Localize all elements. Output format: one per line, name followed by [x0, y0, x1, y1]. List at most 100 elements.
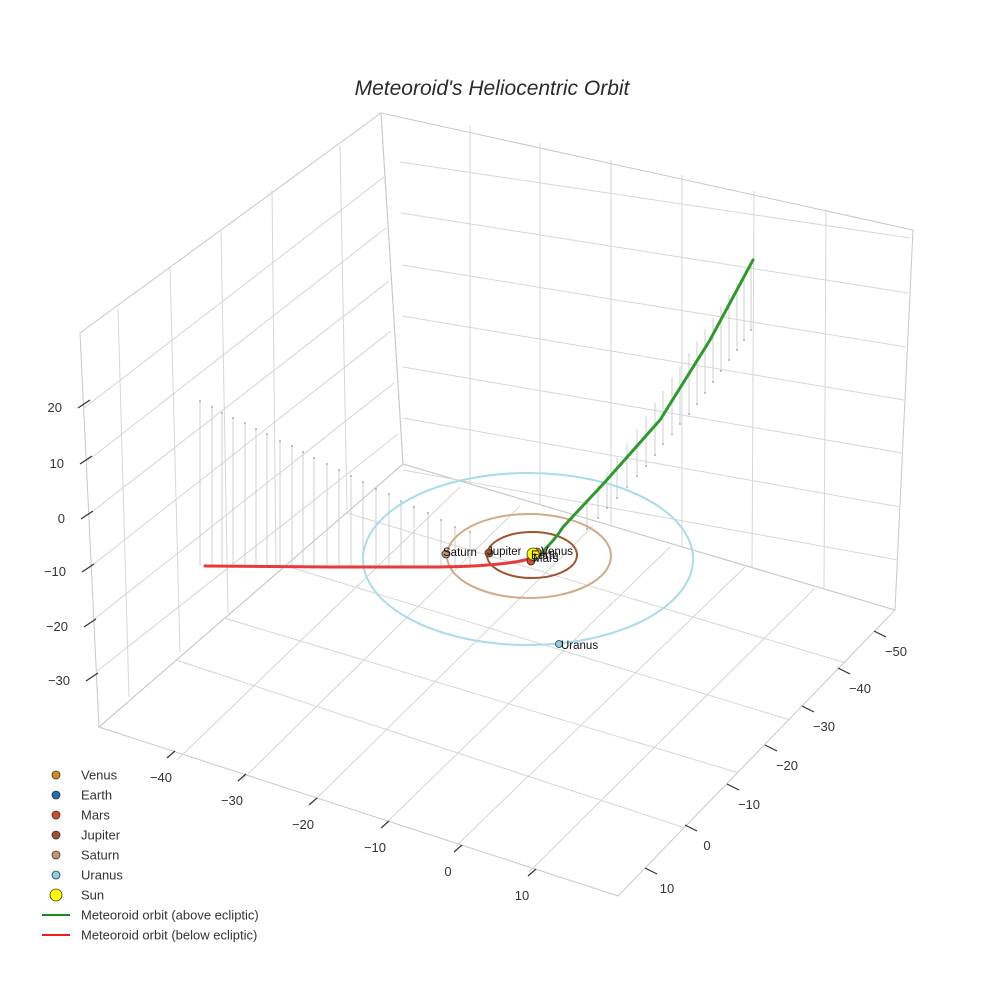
legend-label: Earth: [81, 788, 112, 803]
drop-marker: [244, 422, 246, 424]
body-uranus: [555, 640, 563, 648]
y-tick-mark: [684, 824, 698, 832]
z-tick-mark: [83, 618, 97, 628]
drop-marker: [679, 423, 681, 425]
grid-line-left-z: [85, 227, 387, 463]
drop-marker: [266, 433, 268, 435]
y-tick-label: −10: [738, 797, 760, 812]
legend[interactable]: Venus Earth Mars Jupiter Saturn Uranus Sun Mete…: [42, 768, 259, 943]
x-tick-mark: [308, 797, 318, 806]
legend-dot-swatch: [51, 790, 61, 800]
drop-marker: [626, 486, 628, 488]
legend-item-sun[interactable]: Sun: [49, 888, 104, 903]
chart-title: Meteoroid's Heliocentric Orbit: [355, 77, 631, 100]
drop-marker: [645, 465, 647, 467]
grid-line-right-v: [751, 190, 755, 569]
drop-marker: [750, 329, 752, 331]
drop-marker: [211, 406, 213, 408]
drop-marker: [712, 381, 714, 383]
legend-dot-swatch: [51, 830, 61, 840]
body-jupiter: [484, 548, 494, 558]
x-tick-label: −20: [292, 817, 314, 832]
y-tick-label: −40: [849, 681, 871, 696]
grid-line-left-z: [83, 176, 385, 409]
z-tick-label: −20: [46, 619, 68, 634]
legend-item-meteoroid-orbit-above-ecliptic[interactable]: Meteoroid orbit (above ecliptic): [42, 908, 259, 923]
y-tick-label: 0: [703, 838, 710, 853]
legend-item-saturn[interactable]: Saturn: [51, 848, 119, 863]
legend-dot-swatch: [51, 870, 61, 880]
drop-marker: [388, 493, 390, 495]
legend-item-earth[interactable]: Earth: [51, 788, 112, 803]
series-below-ecliptic: [203, 550, 547, 569]
drop-marker: [326, 463, 328, 465]
drop-marker: [221, 412, 223, 414]
legend-item-jupiter[interactable]: Jupiter: [51, 828, 121, 843]
y-tick-mark: [837, 667, 851, 675]
body-label-earth: Earth: [531, 550, 559, 562]
body-sun: [526, 547, 540, 561]
grid-line-left-v: [220, 229, 229, 614]
body-label-venus: Venus: [541, 546, 573, 558]
grid-line-floor-y: [241, 505, 521, 781]
legend-item-venus[interactable]: Venus: [51, 768, 118, 783]
legend-label: Uranus: [81, 868, 123, 883]
drop-marker: [255, 428, 257, 430]
x-tick-mark: [453, 844, 463, 853]
z-tick-label: −10: [44, 564, 66, 579]
drop-marker: [606, 507, 608, 509]
legend-label: Mars: [81, 808, 110, 823]
grid-line-floor-y: [176, 486, 461, 761]
z-tick-mark: [80, 510, 94, 520]
orbit-uranus: [362, 472, 694, 646]
y-tick-label: −50: [885, 644, 907, 659]
body-label-mars: Mars: [533, 553, 559, 565]
legend-label: Saturn: [81, 848, 119, 863]
grid-line-floor-x: [223, 617, 740, 774]
x-tick-mark: [527, 868, 537, 877]
z-tick-label: 20: [48, 400, 62, 415]
grid-line-floor-y: [455, 566, 746, 847]
body-saturn: [441, 549, 451, 559]
grid-line-floor-y: [528, 587, 816, 873]
drop-marker: [400, 500, 402, 502]
grid-line-left-z: [95, 433, 399, 673]
grid-line-left-v: [117, 308, 130, 698]
grid-line-floor-y: [385, 546, 671, 824]
legend-label: Meteoroid orbit (below ecliptic): [81, 928, 257, 943]
y-tick-mark: [726, 783, 740, 791]
drop-marker: [696, 403, 698, 405]
y-tick-mark: [764, 744, 778, 752]
z-tick-mark: [77, 399, 91, 409]
x-tick-mark: [237, 773, 247, 782]
drop-marker: [291, 445, 293, 447]
grid-line-right-z: [401, 315, 905, 401]
legend-label: Sun: [81, 888, 104, 903]
grid-line-right-z: [399, 161, 911, 239]
grid-line-floor-x: [175, 659, 686, 829]
x-tick-label: 10: [515, 888, 529, 903]
z-tick-mark: [79, 455, 93, 465]
grid-line-left-v: [271, 189, 277, 569]
drop-marker: [350, 475, 352, 477]
legend-item-uranus[interactable]: Uranus: [51, 868, 123, 883]
legend-item-mars[interactable]: Mars: [51, 808, 110, 823]
drop-marker: [413, 506, 415, 508]
drop-marker: [279, 440, 281, 442]
wall-left: [79, 112, 404, 729]
grid-line-floor-y: [314, 525, 594, 801]
body-label-saturn: Saturn: [443, 547, 477, 559]
drop-marker: [743, 339, 745, 341]
y-tick-label: −20: [776, 758, 798, 773]
drop-marker: [232, 417, 234, 419]
drop-marker: [688, 413, 690, 415]
y-tick-mark: [801, 705, 815, 713]
axis-ticks: 20 10 0 −10 −20 −30 −40 −30 −20 −10 0 10 −50 −40 −30 −2…: [44, 399, 907, 903]
drop-marker: [616, 497, 618, 499]
body-label-jupiter: Jupiter: [487, 546, 522, 558]
legend-label: Meteoroid orbit (above ecliptic): [81, 908, 259, 923]
legend-item-meteoroid-orbit-below-ecliptic[interactable]: Meteoroid orbit (below ecliptic): [42, 928, 257, 943]
grid-line-right-z: [400, 212, 909, 294]
wall-right: [380, 112, 914, 611]
drop-marker: [704, 392, 706, 394]
